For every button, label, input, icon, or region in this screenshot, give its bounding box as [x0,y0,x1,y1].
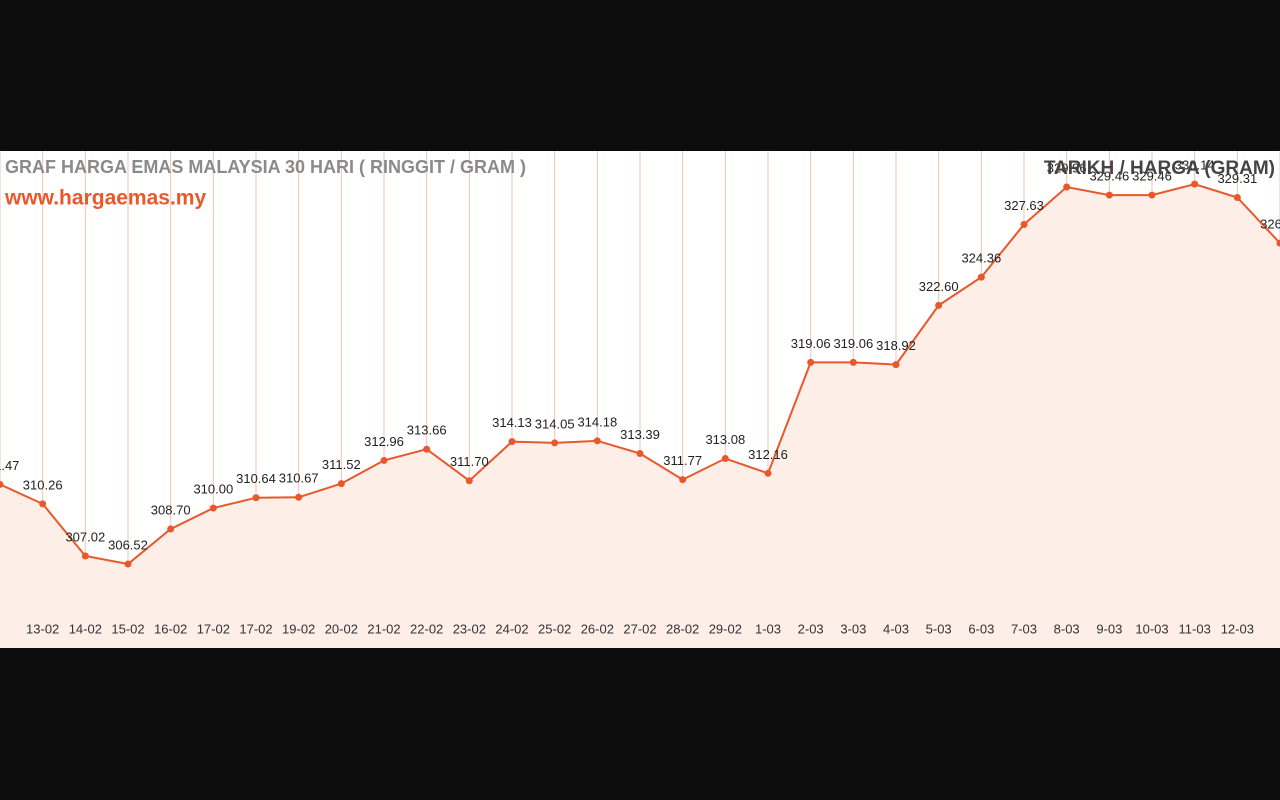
chart-title: GRAF HARGA EMAS MALAYSIA 30 HARI ( RINGG… [5,157,526,177]
data-label: 311.77 [663,453,702,468]
data-label: 306.52 [108,537,148,552]
data-label: 308.70 [151,502,191,517]
point [124,560,132,568]
point [764,469,772,477]
data-label: 310.00 [193,482,233,497]
point [0,480,4,488]
point [551,439,559,447]
data-label: 314.13 [492,415,532,430]
x-tick-label: 10-03 [1135,621,1168,636]
point [508,438,516,446]
x-tick-label: 16-02 [154,621,187,636]
point [935,301,943,309]
data-label: 312.96 [364,434,404,449]
data-label: 313.08 [705,432,745,447]
data-label: 311.47 [0,458,19,473]
data-label: 322.60 [919,279,959,294]
point [295,493,303,501]
data-label: 327.63 [1004,198,1044,213]
data-label: 314.18 [577,414,617,429]
data-label: 329.31 [1217,171,1257,186]
x-tick-label: 6-03 [968,621,994,636]
point [1191,180,1199,188]
x-tick-label: 20-02 [325,621,358,636]
point [679,476,687,484]
x-tick-label: 12-03 [1221,621,1254,636]
data-label: 311.52 [322,457,361,472]
point [721,455,729,463]
x-tick-label: 15-02 [111,621,144,636]
area [0,184,1280,648]
point [423,445,431,453]
point [1063,183,1071,191]
x-tick-label: 26-02 [581,621,614,636]
x-tick-label: 17-02 [239,621,272,636]
x-tick-label: 8-03 [1054,621,1080,636]
x-tick-label: 19-02 [282,621,315,636]
data-label: 319.06 [833,336,873,351]
data-label: 318.92 [876,338,916,353]
data-label: 326.47 [1260,217,1280,232]
data-label: 310.67 [279,471,319,486]
x-tick-label: 4-03 [883,621,909,636]
point [593,437,601,445]
point [252,494,260,502]
data-label: 310.26 [23,477,63,492]
data-label: 329.46 [1089,169,1129,184]
point [636,450,644,458]
x-tick-label: 22-02 [410,621,443,636]
x-tick-label: 13-02 [26,621,59,636]
data-label: 329.46 [1132,169,1172,184]
x-tick-label: 14-02 [69,621,102,636]
point [849,358,857,366]
data-label: 310.64 [236,471,276,486]
point [337,480,345,488]
point [977,273,985,281]
point [81,552,89,560]
x-tick-label: 9-03 [1096,621,1122,636]
point [1276,239,1280,247]
x-tick-label: 2-03 [798,621,824,636]
x-tick-label: 7-03 [1011,621,1037,636]
x-tick-label: 27-02 [623,621,656,636]
chart-subtitle: www.hargaemas.my [4,187,206,210]
x-tick-label: 11-03 [1179,621,1211,636]
point [167,525,175,533]
x-tick-label: 24-02 [495,621,528,636]
point [807,358,815,366]
x-tick-label: 1-03 [755,621,781,636]
data-label: 319.06 [791,336,831,351]
axis-label: TARIKH / HARGA (GRAM) [1044,158,1275,179]
x-tick-label: 5-03 [926,621,952,636]
point [1105,191,1113,199]
x-tick-label: 29-02 [709,621,742,636]
x-tick-label: 3-03 [840,621,866,636]
x-tick-label: 25-02 [538,621,571,636]
data-label: 324.36 [961,251,1001,266]
point [1233,193,1241,201]
x-tick-label: 17-02 [197,621,230,636]
data-label: 330.14 [1175,158,1215,173]
point [380,456,388,464]
point [892,361,900,369]
data-label: 313.66 [407,423,447,438]
data-label: 329.96 [1047,160,1087,175]
x-tick-label: 21-02 [367,621,400,636]
x-tick-label: 23-02 [453,621,486,636]
marks: 13-02 14-02 15-02 16-02 17-02 17-02 19-02 20-02… [0,151,1280,648]
point [1020,221,1028,229]
point [209,504,217,512]
point [39,500,47,508]
point [465,477,473,485]
data-label: 307.02 [65,529,105,544]
data-label: 313.39 [620,427,660,442]
data-label: 312.16 [748,447,788,462]
point [1148,191,1156,199]
x-tick-label: 28-02 [666,621,699,636]
data-label: 314.05 [535,416,575,431]
data-label: 311.70 [450,454,489,469]
